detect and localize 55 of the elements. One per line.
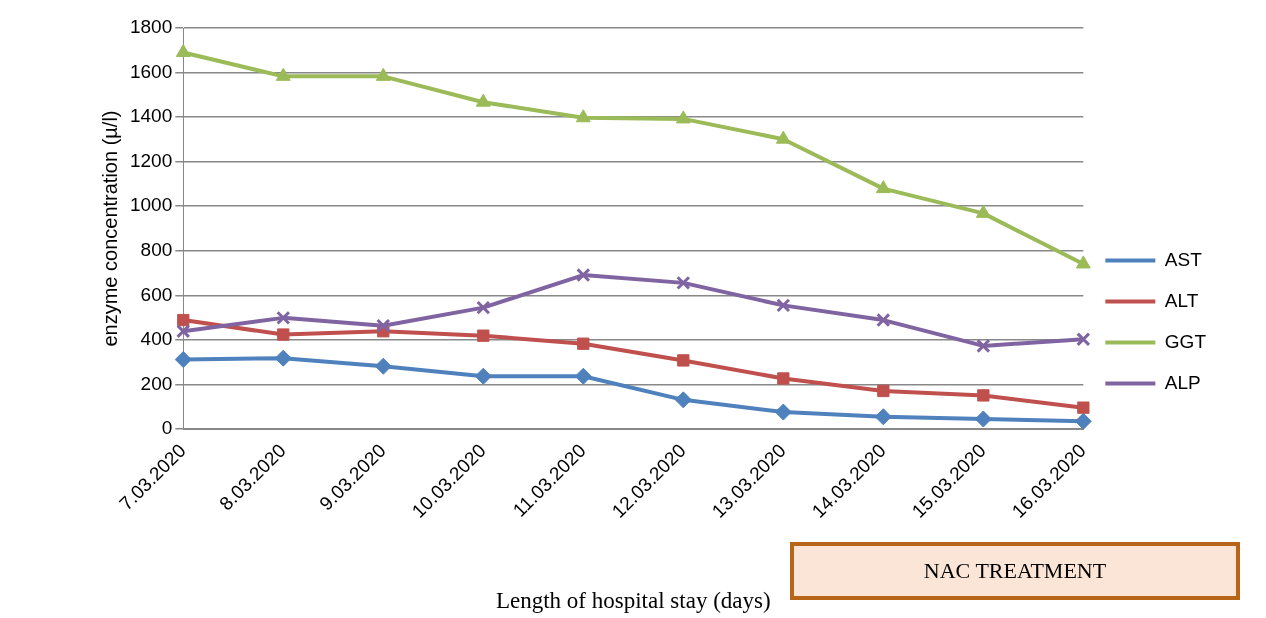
y-tick-label: 400	[140, 328, 173, 350]
x-axis-title: Length of hospital stay (days)	[495, 588, 771, 614]
point	[774, 403, 792, 421]
point	[976, 338, 991, 354]
point	[877, 384, 890, 398]
y-tick-label: 0	[161, 417, 173, 439]
point	[876, 312, 891, 328]
point	[374, 357, 392, 375]
point	[975, 204, 991, 218]
point	[777, 372, 790, 385]
point	[376, 318, 391, 333]
legend-label: ALT	[1164, 289, 1199, 311]
y-tick-label: 800	[140, 239, 173, 261]
point	[477, 329, 490, 342]
y-axis-title: enzyme concentration (µ/l)	[98, 110, 121, 347]
point	[874, 408, 892, 426]
point	[275, 67, 291, 81]
point	[474, 367, 492, 385]
point	[675, 110, 691, 124]
point	[577, 337, 590, 350]
legend-label: ALP	[1164, 371, 1201, 393]
point	[1075, 255, 1091, 269]
point	[574, 367, 592, 385]
point	[776, 298, 791, 313]
point	[274, 349, 292, 367]
point	[175, 44, 191, 58]
point	[174, 351, 192, 369]
point	[1074, 412, 1092, 430]
y-tick-label: 1600	[129, 60, 173, 82]
point	[1077, 401, 1090, 414]
point	[974, 410, 992, 428]
point	[276, 310, 291, 326]
point	[476, 300, 491, 315]
legend-label: AST	[1164, 248, 1203, 270]
y-tick-label: 1200	[129, 149, 173, 171]
point	[875, 180, 891, 194]
point	[676, 275, 691, 291]
legend-label: GGT	[1164, 330, 1207, 352]
y-tick-label: 600	[140, 283, 173, 305]
y-tick-label: 200	[140, 372, 173, 394]
y-tick-label: 1400	[129, 105, 173, 127]
point	[775, 130, 791, 144]
point	[1076, 332, 1091, 347]
point	[277, 328, 290, 341]
y-tick-label: 1000	[129, 194, 173, 216]
y-tick-label: 1800	[129, 16, 173, 38]
point	[576, 267, 591, 283]
point	[674, 391, 692, 409]
point	[677, 354, 690, 367]
point	[177, 313, 190, 327]
point	[475, 93, 491, 107]
text: NAC TREATMENT	[790, 542, 1240, 600]
point	[375, 67, 391, 81]
point	[977, 389, 990, 402]
point	[575, 109, 591, 123]
